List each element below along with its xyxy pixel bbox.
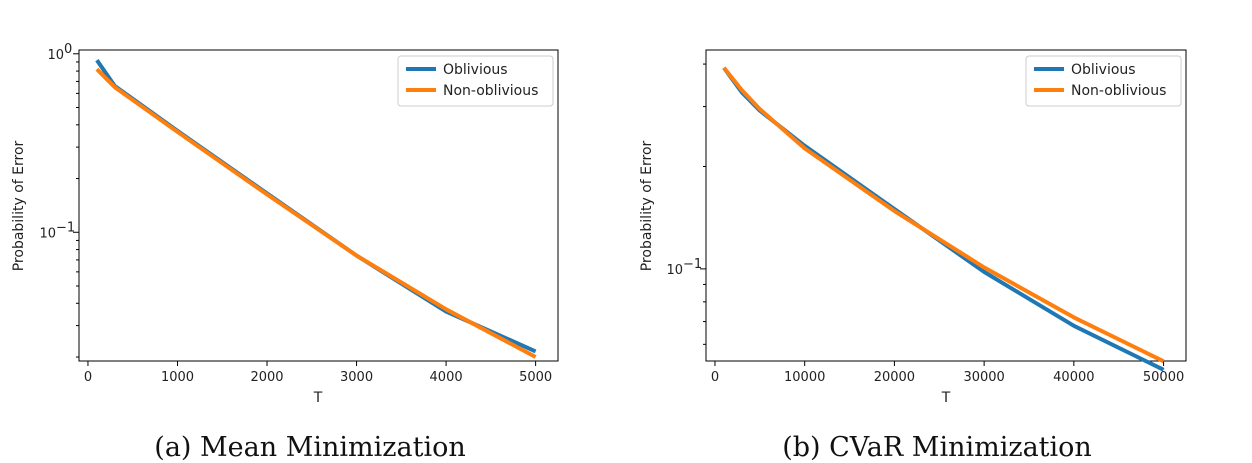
y-tick-exponent: −1 xyxy=(56,220,75,235)
caption-a: (a) Mean Minimization xyxy=(154,432,465,463)
legend: Oblivious Non-oblivious xyxy=(397,55,554,107)
legend-label-non-oblivious: Non-oblivious xyxy=(1071,83,1166,99)
x-axis-label: T xyxy=(313,390,323,406)
plot-frame xyxy=(705,49,1187,362)
x-tick-label: 0 xyxy=(711,370,719,385)
legend: Oblivious Non-oblivious xyxy=(1025,55,1182,107)
series-lines xyxy=(722,66,1165,372)
chart-cvar-minimization: 0 10000 20000 30000 40000 50000 10 −1 Obliviou… xyxy=(639,49,1187,463)
y-tick-exponent: −1 xyxy=(683,257,702,272)
y-axis-label: Probability of Error xyxy=(639,140,655,271)
x-tick-label: 50000 xyxy=(1143,370,1184,385)
legend-box xyxy=(397,55,554,107)
y-tick-label: 10 xyxy=(47,48,64,63)
x-tick-label: 40000 xyxy=(1053,370,1094,385)
legend-label-oblivious: Oblivious xyxy=(443,62,508,78)
y-axis-label: Probability of Error xyxy=(11,140,27,271)
y-tick-label: 10 xyxy=(666,263,683,278)
y-tick-label: 10 xyxy=(39,226,56,241)
legend-label-oblivious: Oblivious xyxy=(1071,62,1136,78)
x-axis-ticks: 0 1000 2000 3000 4000 5000 xyxy=(84,361,552,385)
y-axis-ticks: 10 −1 xyxy=(666,257,706,278)
series-lines xyxy=(95,59,537,359)
y-minor-ticks xyxy=(76,61,79,358)
caption-b: (b) CVaR Minimization xyxy=(782,432,1092,463)
x-tick-label: 5000 xyxy=(519,370,552,385)
x-tick-label: 20000 xyxy=(874,370,915,385)
series-line-non-oblivious xyxy=(95,67,537,359)
x-axis-ticks: 0 10000 20000 30000 40000 50000 xyxy=(711,361,1184,385)
x-axis-label: T xyxy=(941,390,951,406)
x-tick-label: 3000 xyxy=(340,370,373,385)
x-tick-label: 2000 xyxy=(250,370,283,385)
x-tick-label: 0 xyxy=(84,370,92,385)
series-line-oblivious xyxy=(722,66,1165,372)
x-tick-label: 10000 xyxy=(784,370,825,385)
y-tick-exponent: 0 xyxy=(64,42,72,57)
x-tick-label: 1000 xyxy=(161,370,194,385)
plot-frame xyxy=(78,49,559,362)
y-minor-ticks xyxy=(703,63,706,345)
legend-label-non-oblivious: Non-oblivious xyxy=(443,83,538,99)
legend-box xyxy=(1025,55,1182,107)
series-line-non-oblivious xyxy=(722,66,1165,364)
x-tick-label: 30000 xyxy=(963,370,1004,385)
x-tick-label: 4000 xyxy=(430,370,463,385)
